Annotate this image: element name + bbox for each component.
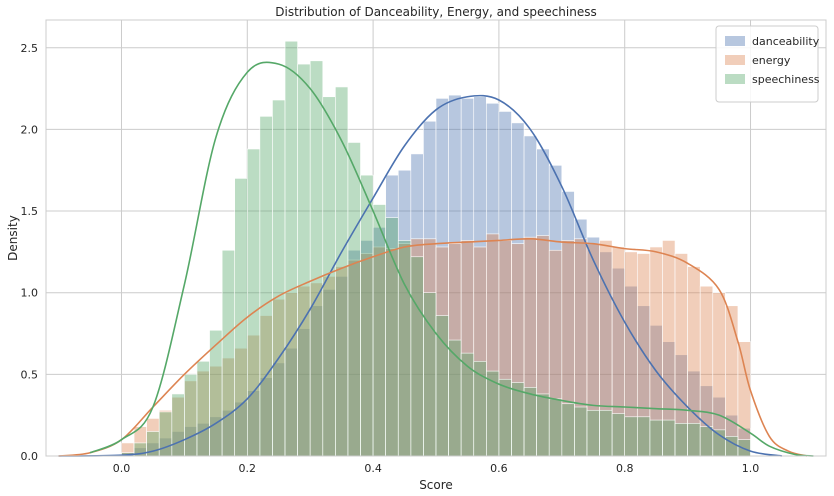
x-tick-label: 1.0: [742, 462, 760, 475]
histogram-bar: [246, 148, 261, 457]
histogram-bar: [397, 240, 412, 457]
histogram-bar: [712, 429, 726, 457]
histogram-bar: [385, 217, 399, 457]
x-tick-label: 0.8: [616, 462, 634, 475]
histogram-bar: [184, 374, 198, 457]
legend: danceability energy speechiness: [715, 25, 820, 103]
kde-curves: [58, 61, 814, 457]
histogram-bar: [636, 416, 651, 457]
x-tick-label: 0.0: [113, 462, 131, 475]
histogram-bar: [196, 360, 210, 457]
histogram-bar: [548, 398, 563, 457]
histogram-bar: [171, 393, 185, 457]
x-axis-label: Score: [419, 478, 453, 492]
y-tick-label: 1.5: [21, 205, 39, 218]
histogram-bar: [574, 406, 588, 457]
histogram-bar: [448, 339, 462, 457]
histogram-bar: [737, 439, 751, 457]
histogram-bar: [599, 409, 613, 457]
histogram-bar: [297, 63, 311, 457]
histogram-bar: [272, 99, 286, 457]
y-tick-label: 2.5: [21, 42, 39, 55]
histogram-bar: [234, 178, 248, 457]
histogram-bar: [511, 382, 525, 457]
y-axis-label: Density: [6, 215, 20, 261]
legend-label-danceability: danceability: [752, 35, 820, 48]
x-tick-label: 0.4: [364, 462, 382, 475]
histogram-bar: [699, 426, 714, 457]
plot-frame: [45, 19, 827, 457]
legend-swatch-danceability: [725, 36, 745, 46]
chart-title: Distribution of Danceability, Energy, an…: [275, 5, 597, 19]
histogram-bar: [725, 305, 739, 457]
histogram-bar: [561, 403, 575, 457]
histogram-bar: [498, 378, 512, 457]
histogram-bar: [372, 204, 386, 457]
legend-box: [715, 25, 819, 103]
histogram-bar: [737, 341, 751, 457]
histogram-bar: [523, 387, 537, 457]
histogram-bar: [410, 256, 424, 457]
histogram-bar: [536, 393, 550, 457]
histogram-bar: [423, 292, 437, 457]
bars-speechiness: [121, 40, 751, 457]
histogram-bar: [221, 249, 236, 457]
histogram-bar: [259, 116, 273, 457]
y-tick-label: 2.0: [21, 123, 39, 136]
y-tick-label: 0.5: [21, 368, 39, 381]
histogram-bar: [309, 60, 324, 457]
kde-line-danceability: [58, 94, 783, 457]
histogram-bar: [674, 423, 688, 457]
tick-labels: 0.0 0.2 0.4 0.6 0.8 1.0 0.0 0.5 1.0 1.5 2.0 2.5: [21, 42, 760, 475]
histogram-bar: [284, 40, 298, 457]
y-tick-label: 0.0: [21, 450, 39, 463]
histogram-bar: [662, 419, 676, 457]
kde-line-energy: [58, 237, 808, 457]
histogram-bar: [649, 419, 663, 457]
bars-danceability: [121, 94, 751, 457]
histogram-bar: [611, 413, 626, 457]
histogram-bar: [624, 416, 638, 457]
histogram-bar: [586, 409, 600, 457]
legend-swatch-energy: [725, 55, 745, 65]
x-tick-label: 0.2: [239, 462, 257, 475]
y-tick-label: 1.0: [21, 287, 39, 300]
legend-swatch-speechiness: [725, 74, 745, 84]
histogram-bars: [121, 40, 751, 457]
kde-line-speechiness: [89, 61, 814, 457]
histogram-bar: [687, 423, 701, 457]
x-tick-label: 0.6: [490, 462, 508, 475]
legend-label-speechiness: speechiness: [752, 73, 820, 86]
legend-label-energy: energy: [752, 54, 791, 67]
histogram-bar: [347, 142, 361, 457]
